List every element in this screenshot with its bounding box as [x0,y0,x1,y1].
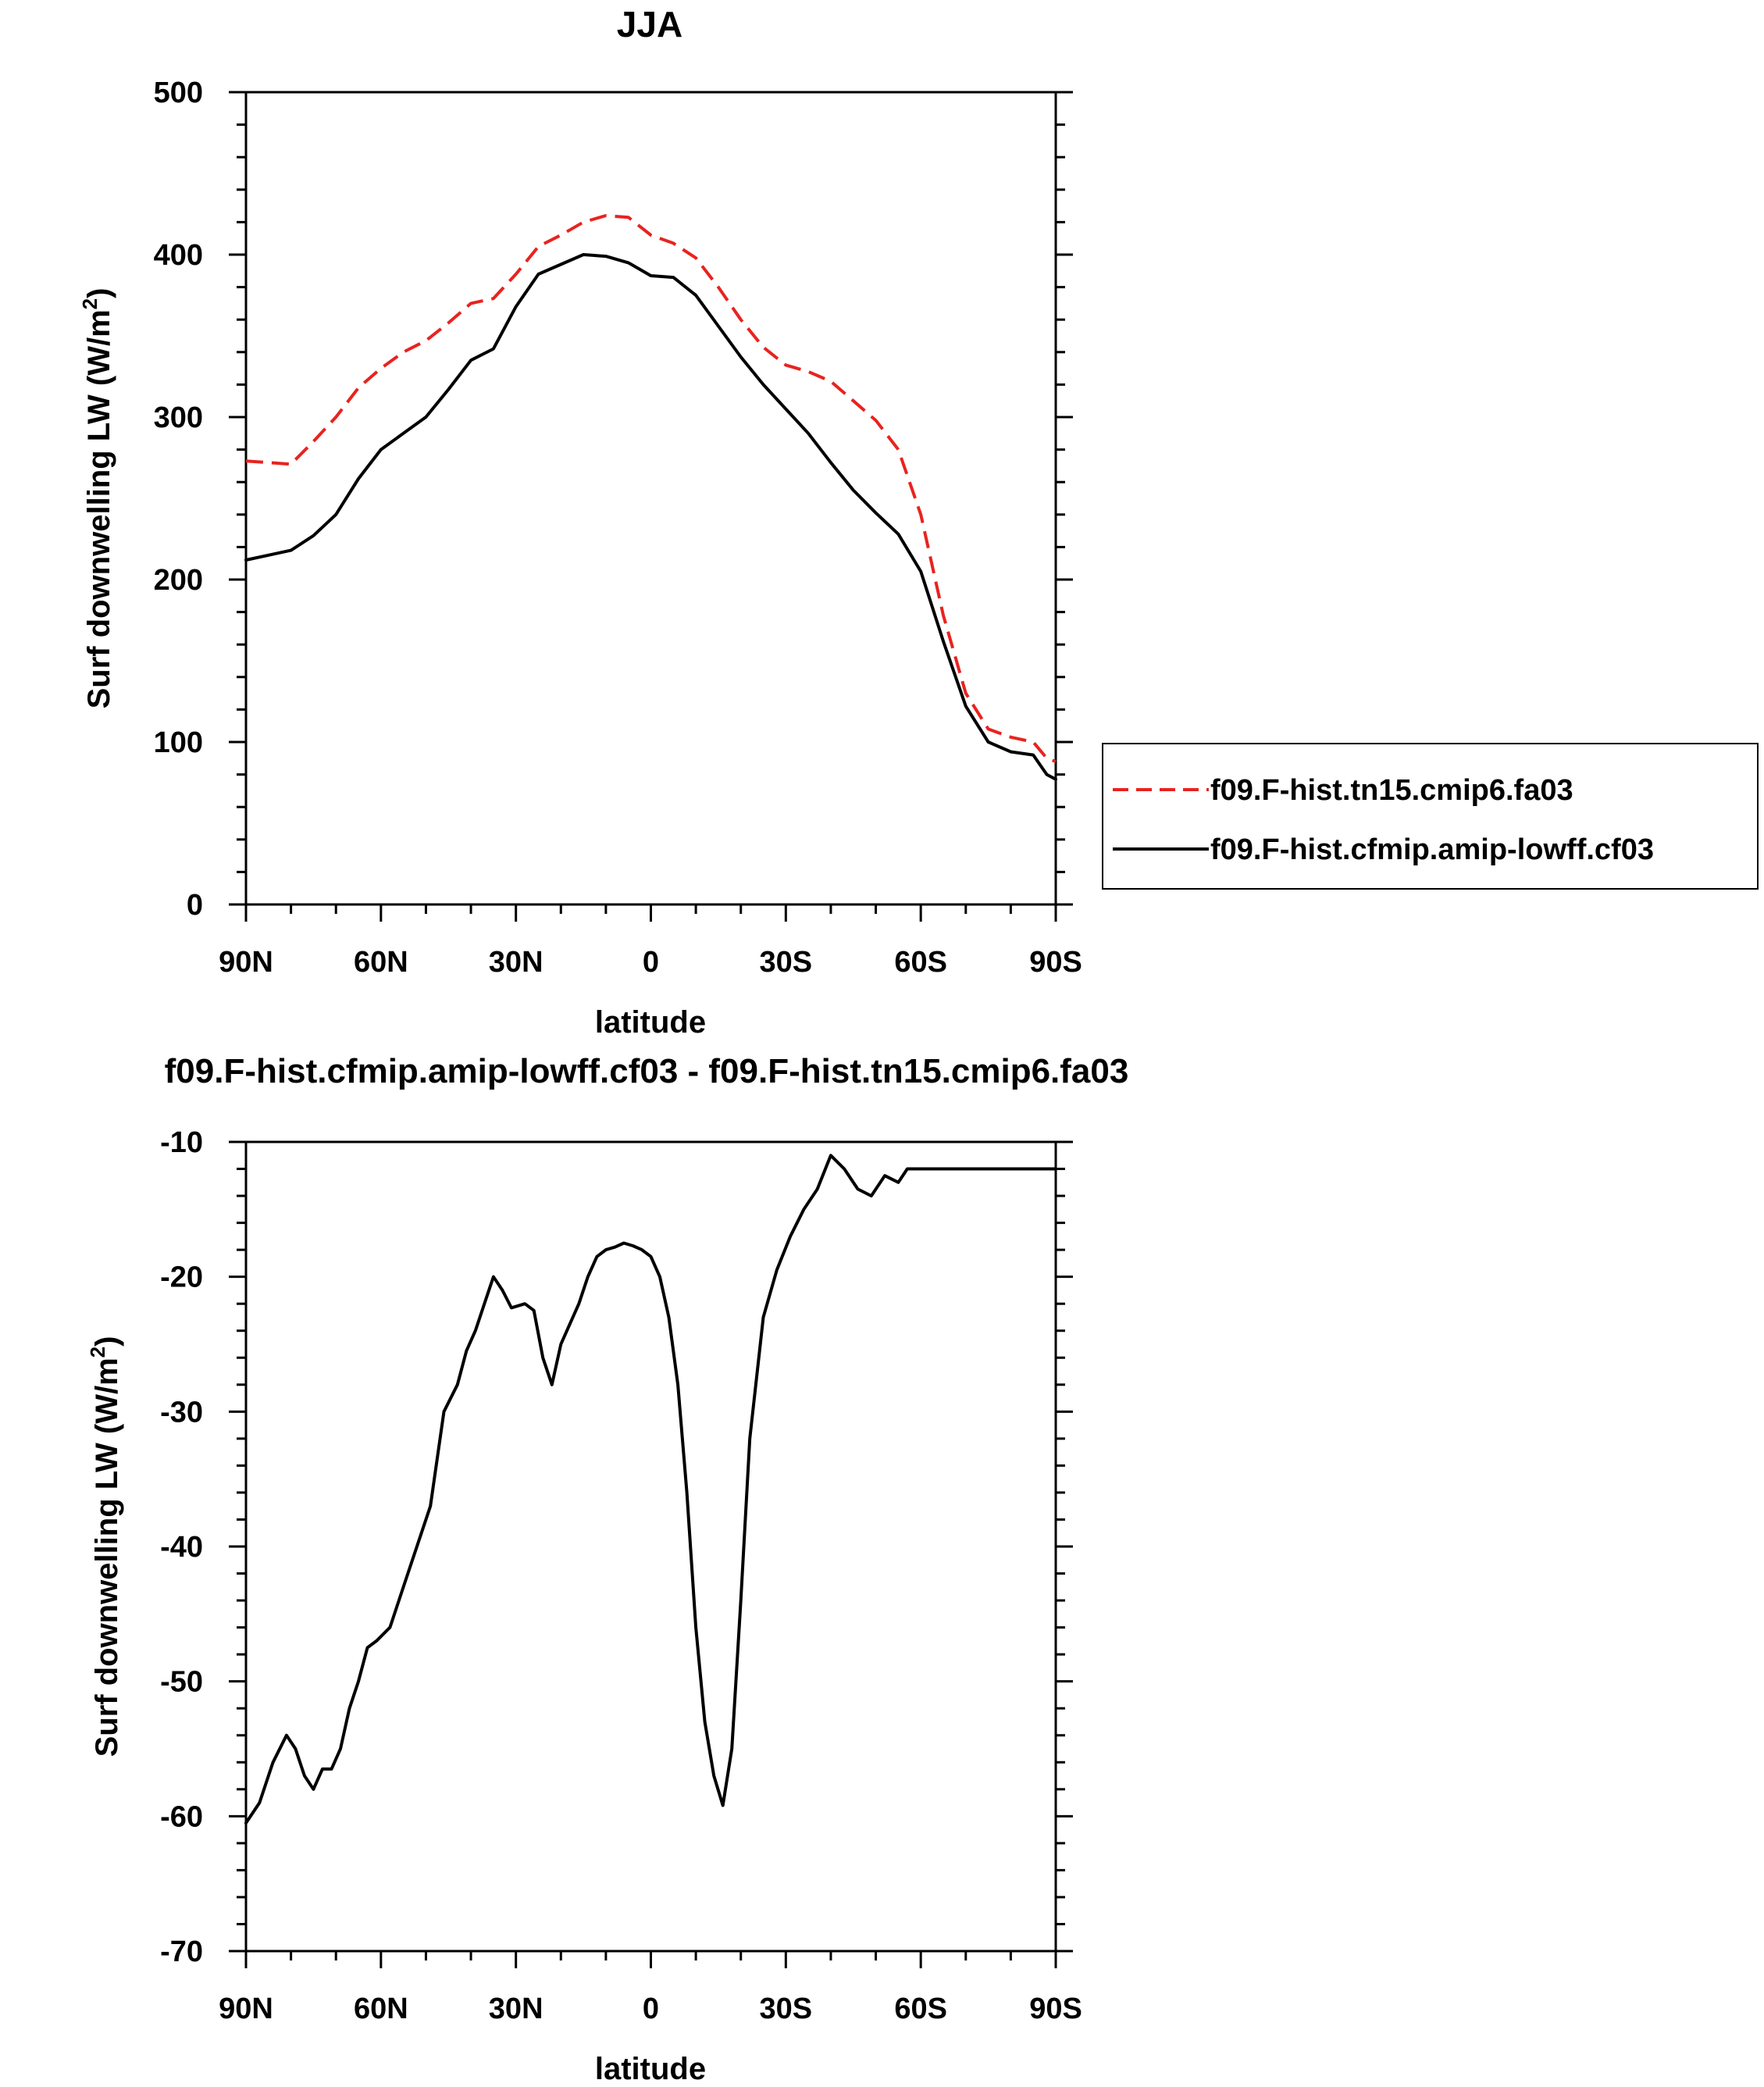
axis-ticks [229,91,1073,922]
y-axis-label-close: ) [90,1336,124,1347]
y-tick-label: 100 [154,726,203,759]
axis-ticks [229,1140,1073,1968]
y-axis-label-close: ) [82,288,116,298]
y-tick-labels: 0 100 200 300 400 500 [154,77,203,922]
y-tick-label: -20 [160,1261,203,1294]
series-lines [244,1154,1057,1825]
x-tick-labels: 90N 60N 30N 0 30S 60S 90S [219,946,1082,979]
y-tick-label: -30 [160,1396,203,1429]
x-tick-label: 30S [760,1992,813,2025]
x-tick-label: 60S [894,946,947,979]
y-axis-label-superscript: 2 [78,298,102,309]
x-tick-label: 90S [1029,1992,1082,2025]
plot-frame [244,91,1057,906]
legend: f09.F-hist.tn15.cmip6.fa03 f09.F-hist.cf… [1102,743,1759,890]
series-line-2 [244,253,1057,781]
x-tick-label: 0 [643,1992,659,2025]
x-tick-label: 60N [354,946,408,979]
series-line-1 [245,214,1057,763]
y-axis-label: Surf downwelling LW (W/m2) [86,1336,124,1757]
y-tick-label: 200 [154,564,203,597]
y-tick-label: 500 [154,77,203,109]
y-tick-label: -60 [160,1800,203,1833]
y-tick-label: -70 [160,1935,203,1968]
y-tick-labels: -10 -20 -30 -40 -50 -60 -70 [160,1126,203,1968]
x-tick-label: 90S [1029,946,1082,979]
legend-label-series-2: f09.F-hist.cfmip.amip-lowff.cf03 [1210,833,1654,866]
x-tick-label: 30N [489,946,543,979]
x-tick-label: 60S [894,1992,947,2025]
x-tick-label: 0 [643,946,659,979]
x-tick-labels: 90N 60N 30N 0 30S 60S 90S [219,1992,1082,2025]
top-panel: JJA 0 100 200 300 400 500 90N 60N 30N 0 30S 60S 90S… [78,4,1759,1040]
legend-label-series-1: f09.F-hist.tn15.cmip6.fa03 [1210,774,1573,807]
x-tick-label: 90N [219,946,273,979]
series-lines [244,214,1057,781]
chart-title: JJA [617,4,682,45]
plot-frame [244,1140,1057,1953]
bottom-panel: f09.F-hist.cfmip.amip-lowff.cf03 - f09.F… [86,1052,1128,2086]
difference-chart-title: f09.F-hist.cfmip.amip-lowff.cf03 - f09.F… [165,1052,1129,1090]
y-tick-label: 300 [154,401,203,434]
x-axis-label: latitude [595,2052,706,2086]
y-tick-label: 400 [154,239,203,272]
legend-box [1102,743,1759,890]
x-tick-label: 90N [219,1992,273,2025]
x-tick-label: 30N [489,1992,543,2025]
y-tick-label: -10 [160,1126,203,1159]
series-line-1 [244,1154,1057,1825]
y-axis-label: Surf downwelling LW (W/m2) [78,288,116,709]
x-tick-label: 60N [354,1992,408,2025]
y-axis-label-text: Surf downwelling LW (W/m [82,309,116,708]
y-tick-label: -40 [160,1531,203,1564]
y-tick-label: 0 [187,889,203,922]
y-axis-label-text: Surf downwelling LW (W/m [90,1357,124,1757]
y-axis-label-superscript: 2 [86,1347,109,1357]
x-axis-label: latitude [595,1005,706,1040]
x-tick-label: 30S [760,946,813,979]
y-tick-label: -50 [160,1666,203,1699]
